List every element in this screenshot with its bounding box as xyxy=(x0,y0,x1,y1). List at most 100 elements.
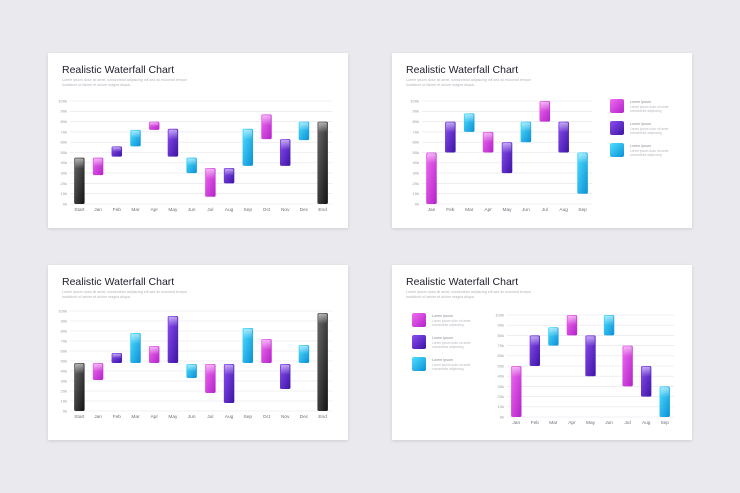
waterfall-chart: 0k 10k 20k 30k 40k 50k 60k 70k 80k 90k 100k Jan Feb M… xyxy=(495,312,674,426)
bar-gloss xyxy=(262,339,271,350)
legend-item: Lorem Ipsum Lorem ipsum dolor sit amet c… xyxy=(412,313,492,333)
waterfall-bar xyxy=(92,363,104,380)
waterfall-bar xyxy=(622,345,633,387)
bar-body xyxy=(426,152,437,204)
bar-gloss xyxy=(131,130,140,139)
legend-description: Lorem ipsum dolor sit amet consectetur a… xyxy=(432,341,471,350)
waterfall-bar xyxy=(205,167,216,197)
x-category-label: Aug xyxy=(559,207,568,213)
x-category-label: Aug xyxy=(642,420,651,426)
waterfall-bar xyxy=(111,353,123,363)
legend-description: Lorem ipsum dolor sit amet consectetur a… xyxy=(630,127,669,136)
waterfall-bar xyxy=(539,101,551,122)
bar-gloss xyxy=(93,158,103,167)
x-category-label: Aug xyxy=(225,414,234,420)
slide-subtitle: Lorem ipsum dolor sit amet, consectetur … xyxy=(406,78,532,87)
bar-gloss xyxy=(206,364,215,375)
y-tick-label: 50k xyxy=(413,150,419,155)
y-tick-label: 50k xyxy=(61,358,67,363)
bar-gloss xyxy=(168,129,178,140)
bar-gloss xyxy=(586,336,595,347)
legend-label: Lorem Ipsum xyxy=(432,314,453,318)
legend-swatch xyxy=(610,143,624,157)
bar-gloss xyxy=(93,363,103,372)
legend-item: Lorem Ipsum Lorem ipsum dolor sit amet c… xyxy=(610,99,690,119)
x-category-label: Feb xyxy=(446,207,455,213)
y-tick-label: 80k xyxy=(61,119,67,124)
waterfall-bar xyxy=(186,157,197,174)
bar-body xyxy=(74,157,85,204)
bar-gloss xyxy=(299,345,309,354)
legend-description: Lorem ipsum dolor sit amet consectetur a… xyxy=(630,105,669,114)
bar-gloss xyxy=(660,387,669,398)
bar-gloss xyxy=(530,336,540,347)
waterfall-bar xyxy=(426,152,437,204)
y-tick-label: 90k xyxy=(61,318,67,323)
legend-item: Lorem Ipsum Lorem ipsum dolor sit amet c… xyxy=(412,335,492,355)
y-tick-label: 20k xyxy=(498,394,504,399)
waterfall-bar xyxy=(463,113,475,132)
waterfall-bar xyxy=(529,335,541,366)
waterfall-chart: 0k 10k 20k 30k 40k 50k 60k 70k 80k 90k 100k Start Ja… xyxy=(58,308,332,420)
x-category-label: May xyxy=(586,420,596,426)
y-tick-label: 80k xyxy=(61,328,67,333)
bar-gloss xyxy=(623,346,632,357)
waterfall-bar xyxy=(317,121,328,204)
x-category-label: Jul xyxy=(625,420,631,426)
waterfall-bar xyxy=(279,364,291,389)
waterfall-bar xyxy=(111,146,123,157)
bar-body xyxy=(511,366,522,417)
bar-gloss xyxy=(318,122,327,133)
x-category-label: Jan xyxy=(94,414,102,420)
y-tick-label: 50k xyxy=(61,150,67,155)
legend-label: Lorem Ipsum xyxy=(432,358,453,362)
bar-gloss xyxy=(243,129,253,140)
y-tick-label: 50k xyxy=(498,363,504,368)
x-category-label: Jan xyxy=(512,420,520,426)
bar-gloss xyxy=(243,328,253,339)
x-category-label: Mar xyxy=(131,414,140,420)
waterfall-bar xyxy=(603,315,615,336)
x-category-label: Jul xyxy=(207,414,213,420)
x-category-label: Jan xyxy=(428,207,436,213)
y-tick-label: 60k xyxy=(61,348,67,353)
x-category-label: Mar xyxy=(131,207,140,213)
bar-gloss xyxy=(149,122,159,127)
waterfall-bar xyxy=(261,339,272,363)
y-tick-label: 0k xyxy=(415,201,419,206)
x-category-label: Nov xyxy=(281,207,290,213)
waterfall-bar xyxy=(242,328,254,363)
y-tick-label: 90k xyxy=(413,109,419,114)
y-tick-label: 100k xyxy=(410,98,419,103)
y-tick-label: 60k xyxy=(413,140,419,145)
y-tick-label: 10k xyxy=(61,398,67,403)
bar-gloss xyxy=(168,316,178,327)
waterfall-chart: 0k 10k 20k 30k 40k 50k 60k 70k 80k 90k 100k Jan Feb M… xyxy=(410,98,592,213)
x-category-label: Apr xyxy=(150,414,158,420)
x-category-label: Jun xyxy=(605,420,613,426)
x-category-label: Nov xyxy=(281,414,290,420)
waterfall-bar xyxy=(205,364,216,393)
y-tick-label: 40k xyxy=(413,160,419,165)
bar-gloss xyxy=(187,158,196,166)
waterfall-bar xyxy=(566,315,578,336)
bar-gloss xyxy=(262,115,271,126)
x-category-label: Jun xyxy=(188,207,196,213)
y-tick-label: 100k xyxy=(495,312,504,317)
x-category-label: Sep xyxy=(660,420,669,426)
x-category-label: Dec xyxy=(300,414,309,420)
legend: Lorem Ipsum Lorem ipsum dolor sit amet c… xyxy=(610,99,690,169)
y-tick-label: 60k xyxy=(61,140,67,145)
waterfall-bar xyxy=(261,114,272,140)
y-tick-label: 30k xyxy=(61,378,67,383)
waterfall-bar xyxy=(167,128,179,157)
legend-label: Lorem Ipsum xyxy=(630,100,651,104)
slide-title: Realistic Waterfall Chart xyxy=(62,64,175,76)
y-tick-label: 60k xyxy=(498,353,504,358)
waterfall-bar xyxy=(577,152,588,194)
waterfall-bar xyxy=(548,327,559,346)
waterfall-bar xyxy=(130,129,141,147)
waterfall-bar xyxy=(242,128,254,166)
y-tick-label: 0k xyxy=(63,201,67,206)
bar-gloss xyxy=(567,315,577,325)
